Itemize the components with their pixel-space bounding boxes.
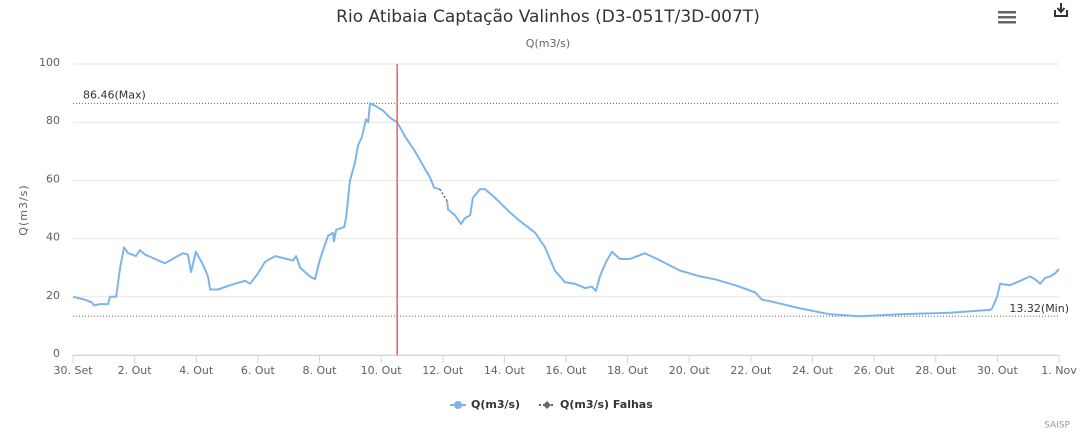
y-tick-label: 0	[53, 347, 60, 360]
chart-subtitle: Q(m3/s)	[526, 37, 570, 50]
legend-marker	[454, 401, 462, 409]
download-icon	[1054, 3, 1068, 17]
y-tick-label: 80	[46, 114, 60, 127]
x-tick-label: 8. Out	[303, 364, 338, 377]
series-line	[439, 188, 448, 202]
legend-label[interactable]: Q(m3/s) Falhas	[560, 398, 653, 411]
series-line	[72, 102, 1060, 318]
y-axis-title: Q(m3/s)	[17, 184, 30, 235]
x-tick-label: 16. Out	[546, 364, 588, 377]
legend-marker	[543, 401, 551, 409]
x-tick-label: 2. Out	[118, 364, 153, 377]
plot-line-label: 86.46(Max)	[83, 88, 146, 101]
x-tick-label: 4. Out	[179, 364, 214, 377]
x-tick-label: 1. Nov	[1041, 364, 1077, 377]
legend-label[interactable]: Q(m3/s)	[471, 398, 520, 411]
x-tick-label: 10. Out	[361, 364, 403, 377]
menu-button[interactable]	[998, 11, 1016, 24]
menu-bar	[998, 16, 1016, 19]
y-tick-label: 40	[46, 231, 60, 244]
x-tick-label: 30. Set	[53, 364, 93, 377]
menu-bar	[998, 21, 1016, 24]
y-tick-label: 60	[46, 172, 60, 185]
credits: SAISP	[1044, 421, 1070, 431]
plot-line-label: 13.32(Min)	[1009, 302, 1069, 315]
x-tick-label: 26. Out	[854, 364, 896, 377]
download-button[interactable]	[1054, 3, 1068, 17]
y-tick-label: 20	[46, 289, 60, 302]
x-tick-label: 20. Out	[669, 364, 711, 377]
x-tick-label: 6. Out	[241, 364, 276, 377]
x-tick-label: 30. Out	[977, 364, 1019, 377]
x-tick-label: 18. Out	[607, 364, 649, 377]
x-tick-label: 14. Out	[484, 364, 526, 377]
x-tick-label: 24. Out	[792, 364, 834, 377]
menu-bar	[998, 11, 1016, 14]
x-tick-label: 22. Out	[730, 364, 772, 377]
chart-title: Rio Atibaia Captação Valinhos (D3-051T/3…	[336, 7, 760, 27]
x-tick-label: 28. Out	[915, 364, 957, 377]
x-tick-label: 12. Out	[422, 364, 464, 377]
y-tick-label: 100	[39, 56, 60, 69]
